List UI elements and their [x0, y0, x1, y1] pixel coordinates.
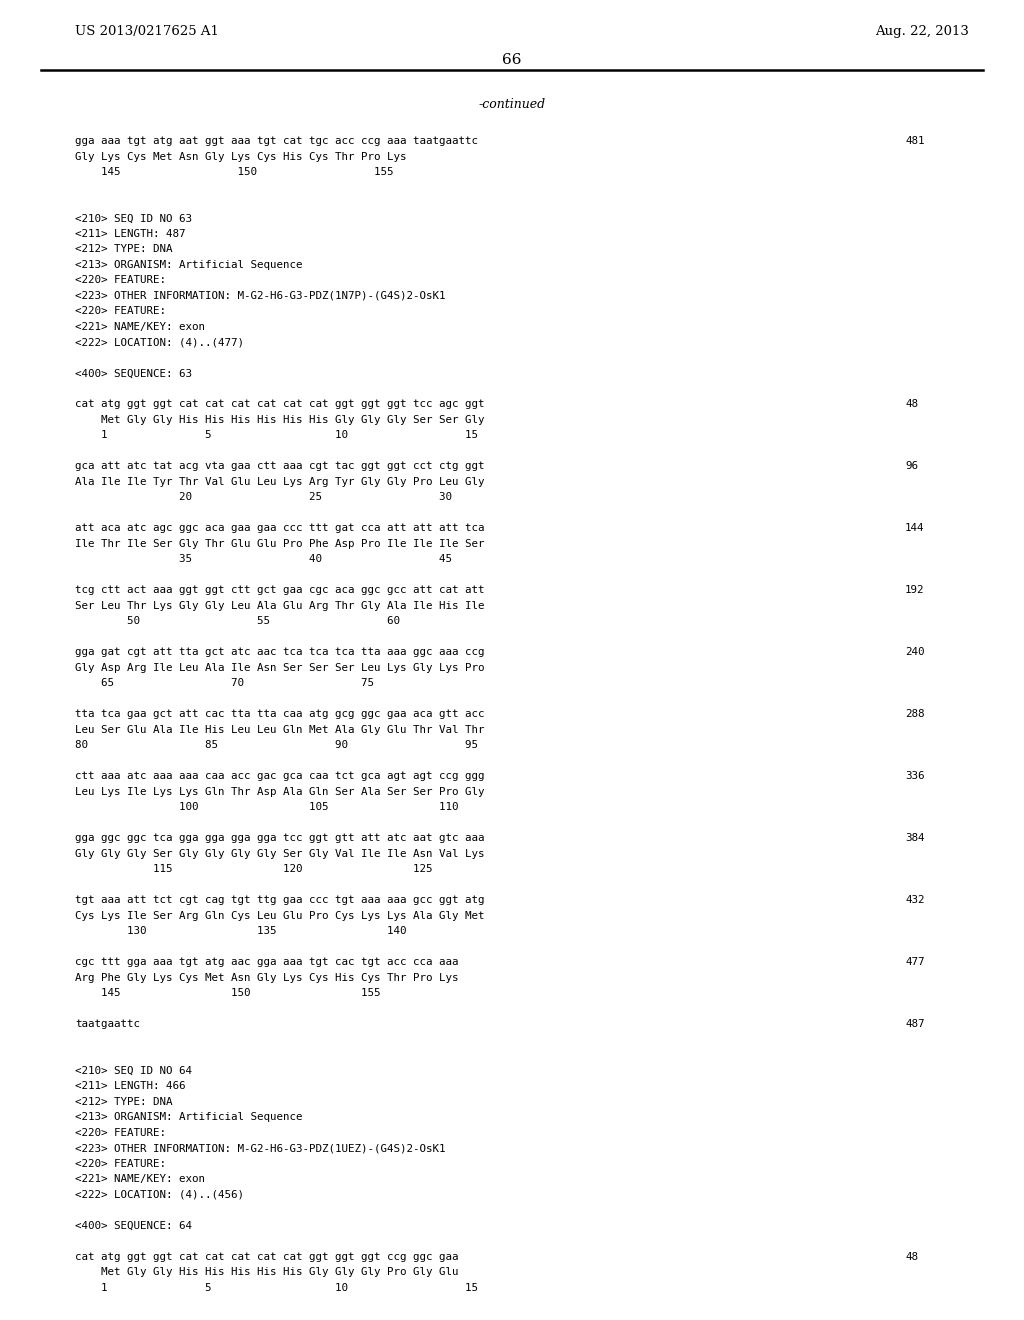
Text: 1               5                   10                  15: 1 5 10 15 [75, 430, 478, 441]
Text: 48: 48 [905, 400, 918, 409]
Text: <221> NAME/KEY: exon: <221> NAME/KEY: exon [75, 322, 205, 333]
Text: <212> TYPE: DNA: <212> TYPE: DNA [75, 1097, 172, 1107]
Text: Ile Thr Ile Ser Gly Thr Glu Glu Pro Phe Asp Pro Ile Ile Ile Ser: Ile Thr Ile Ser Gly Thr Glu Glu Pro Phe … [75, 539, 484, 549]
Text: Met Gly Gly His His His His His Gly Gly Gly Pro Gly Glu: Met Gly Gly His His His His His Gly Gly … [75, 1267, 459, 1278]
Text: tgt aaa att tct cgt cag tgt ttg gaa ccc tgt aaa aaa gcc ggt atg: tgt aaa att tct cgt cag tgt ttg gaa ccc … [75, 895, 484, 906]
Text: <221> NAME/KEY: exon: <221> NAME/KEY: exon [75, 1175, 205, 1184]
Text: <211> LENGTH: 466: <211> LENGTH: 466 [75, 1081, 185, 1092]
Text: cat atg ggt ggt cat cat cat cat cat cat ggt ggt ggt tcc agc ggt: cat atg ggt ggt cat cat cat cat cat cat … [75, 400, 484, 409]
Text: 100                 105                 110: 100 105 110 [75, 803, 459, 813]
Text: <400> SEQUENCE: 63: <400> SEQUENCE: 63 [75, 368, 193, 379]
Text: <222> LOCATION: (4)..(456): <222> LOCATION: (4)..(456) [75, 1191, 244, 1200]
Text: <220> FEATURE:: <220> FEATURE: [75, 1159, 166, 1170]
Text: 481: 481 [905, 136, 925, 147]
Text: Gly Lys Cys Met Asn Gly Lys Cys His Cys Thr Pro Lys: Gly Lys Cys Met Asn Gly Lys Cys His Cys … [75, 152, 407, 161]
Text: 288: 288 [905, 709, 925, 719]
Text: gga gat cgt att tta gct atc aac tca tca tca tta aaa ggc aaa ccg: gga gat cgt att tta gct atc aac tca tca … [75, 648, 484, 657]
Text: 35                  40                  45: 35 40 45 [75, 554, 452, 565]
Text: 192: 192 [905, 586, 925, 595]
Text: 96: 96 [905, 462, 918, 471]
Text: 1               5                   10                  15: 1 5 10 15 [75, 1283, 478, 1294]
Text: 20                  25                  30: 20 25 30 [75, 492, 452, 503]
Text: <222> LOCATION: (4)..(477): <222> LOCATION: (4)..(477) [75, 338, 244, 347]
Text: cgc ttt gga aaa tgt atg aac gga aaa tgt cac tgt acc cca aaa: cgc ttt gga aaa tgt atg aac gga aaa tgt … [75, 957, 459, 968]
Text: 65                  70                  75: 65 70 75 [75, 678, 374, 689]
Text: 477: 477 [905, 957, 925, 968]
Text: Leu Ser Glu Ala Ile His Leu Leu Gln Met Ala Gly Glu Thr Val Thr: Leu Ser Glu Ala Ile His Leu Leu Gln Met … [75, 725, 484, 735]
Text: 115                 120                 125: 115 120 125 [75, 865, 432, 874]
Text: Met Gly Gly His His His His His His Gly Gly Gly Ser Ser Gly: Met Gly Gly His His His His His His Gly … [75, 414, 484, 425]
Text: tcg ctt act aaa ggt ggt ctt gct gaa cgc aca ggc gcc att cat att: tcg ctt act aaa ggt ggt ctt gct gaa cgc … [75, 586, 484, 595]
Text: 80                  85                  90                  95: 80 85 90 95 [75, 741, 478, 751]
Text: 145                  150                  155: 145 150 155 [75, 168, 393, 177]
Text: <400> SEQUENCE: 64: <400> SEQUENCE: 64 [75, 1221, 193, 1232]
Text: <210> SEQ ID NO 64: <210> SEQ ID NO 64 [75, 1067, 193, 1076]
Text: Gly Gly Gly Ser Gly Gly Gly Gly Ser Gly Val Ile Ile Asn Val Lys: Gly Gly Gly Ser Gly Gly Gly Gly Ser Gly … [75, 849, 484, 859]
Text: 384: 384 [905, 833, 925, 843]
Text: -continued: -continued [478, 98, 546, 111]
Text: tta tca gaa gct att cac tta tta caa atg gcg ggc gaa aca gtt acc: tta tca gaa gct att cac tta tta caa atg … [75, 709, 484, 719]
Text: 144: 144 [905, 524, 925, 533]
Text: 240: 240 [905, 648, 925, 657]
Text: gga ggc ggc tca gga gga gga gga tcc ggt gtt att atc aat gtc aaa: gga ggc ggc tca gga gga gga gga tcc ggt … [75, 833, 484, 843]
Text: <220> FEATURE:: <220> FEATURE: [75, 306, 166, 317]
Text: <223> OTHER INFORMATION: M-G2-H6-G3-PDZ(1UEZ)-(G4S)2-OsK1: <223> OTHER INFORMATION: M-G2-H6-G3-PDZ(… [75, 1143, 445, 1154]
Text: Cys Lys Ile Ser Arg Gln Cys Leu Glu Pro Cys Lys Lys Ala Gly Met: Cys Lys Ile Ser Arg Gln Cys Leu Glu Pro … [75, 911, 484, 921]
Text: <211> LENGTH: 487: <211> LENGTH: 487 [75, 228, 185, 239]
Text: <212> TYPE: DNA: <212> TYPE: DNA [75, 244, 172, 255]
Text: 66: 66 [502, 53, 522, 67]
Text: 432: 432 [905, 895, 925, 906]
Text: Ala Ile Ile Tyr Thr Val Glu Leu Lys Arg Tyr Gly Gly Pro Leu Gly: Ala Ile Ile Tyr Thr Val Glu Leu Lys Arg … [75, 477, 484, 487]
Text: cat atg ggt ggt cat cat cat cat cat ggt ggt ggt ccg ggc gaa: cat atg ggt ggt cat cat cat cat cat ggt … [75, 1251, 459, 1262]
Text: <223> OTHER INFORMATION: M-G2-H6-G3-PDZ(1N7P)-(G4S)2-OsK1: <223> OTHER INFORMATION: M-G2-H6-G3-PDZ(… [75, 290, 445, 301]
Text: ctt aaa atc aaa aaa caa acc gac gca caa tct gca agt agt ccg ggg: ctt aaa atc aaa aaa caa acc gac gca caa … [75, 771, 484, 781]
Text: 487: 487 [905, 1019, 925, 1030]
Text: gga aaa tgt atg aat ggt aaa tgt cat tgc acc ccg aaa taatgaattc: gga aaa tgt atg aat ggt aaa tgt cat tgc … [75, 136, 478, 147]
Text: Aug. 22, 2013: Aug. 22, 2013 [876, 25, 969, 38]
Text: Gly Asp Arg Ile Leu Ala Ile Asn Ser Ser Ser Leu Lys Gly Lys Pro: Gly Asp Arg Ile Leu Ala Ile Asn Ser Ser … [75, 663, 484, 673]
Text: att aca atc agc ggc aca gaa gaa ccc ttt gat cca att att att tca: att aca atc agc ggc aca gaa gaa ccc ttt … [75, 524, 484, 533]
Text: <213> ORGANISM: Artificial Sequence: <213> ORGANISM: Artificial Sequence [75, 1113, 302, 1122]
Text: Ser Leu Thr Lys Gly Gly Leu Ala Glu Arg Thr Gly Ala Ile His Ile: Ser Leu Thr Lys Gly Gly Leu Ala Glu Arg … [75, 601, 484, 611]
Text: 50                  55                  60: 50 55 60 [75, 616, 400, 627]
Text: <213> ORGANISM: Artificial Sequence: <213> ORGANISM: Artificial Sequence [75, 260, 302, 271]
Text: 145                 150                 155: 145 150 155 [75, 989, 381, 998]
Text: gca att atc tat acg vta gaa ctt aaa cgt tac ggt ggt cct ctg ggt: gca att atc tat acg vta gaa ctt aaa cgt … [75, 462, 484, 471]
Text: 336: 336 [905, 771, 925, 781]
Text: <220> FEATURE:: <220> FEATURE: [75, 1129, 166, 1138]
Text: <220> FEATURE:: <220> FEATURE: [75, 276, 166, 285]
Text: Leu Lys Ile Lys Lys Gln Thr Asp Ala Gln Ser Ala Ser Ser Pro Gly: Leu Lys Ile Lys Lys Gln Thr Asp Ala Gln … [75, 787, 484, 797]
Text: Arg Phe Gly Lys Cys Met Asn Gly Lys Cys His Cys Thr Pro Lys: Arg Phe Gly Lys Cys Met Asn Gly Lys Cys … [75, 973, 459, 983]
Text: 130                 135                 140: 130 135 140 [75, 927, 407, 936]
Text: taatgaattc: taatgaattc [75, 1019, 140, 1030]
Text: <210> SEQ ID NO 63: <210> SEQ ID NO 63 [75, 214, 193, 223]
Text: 48: 48 [905, 1251, 918, 1262]
Text: US 2013/0217625 A1: US 2013/0217625 A1 [75, 25, 219, 38]
